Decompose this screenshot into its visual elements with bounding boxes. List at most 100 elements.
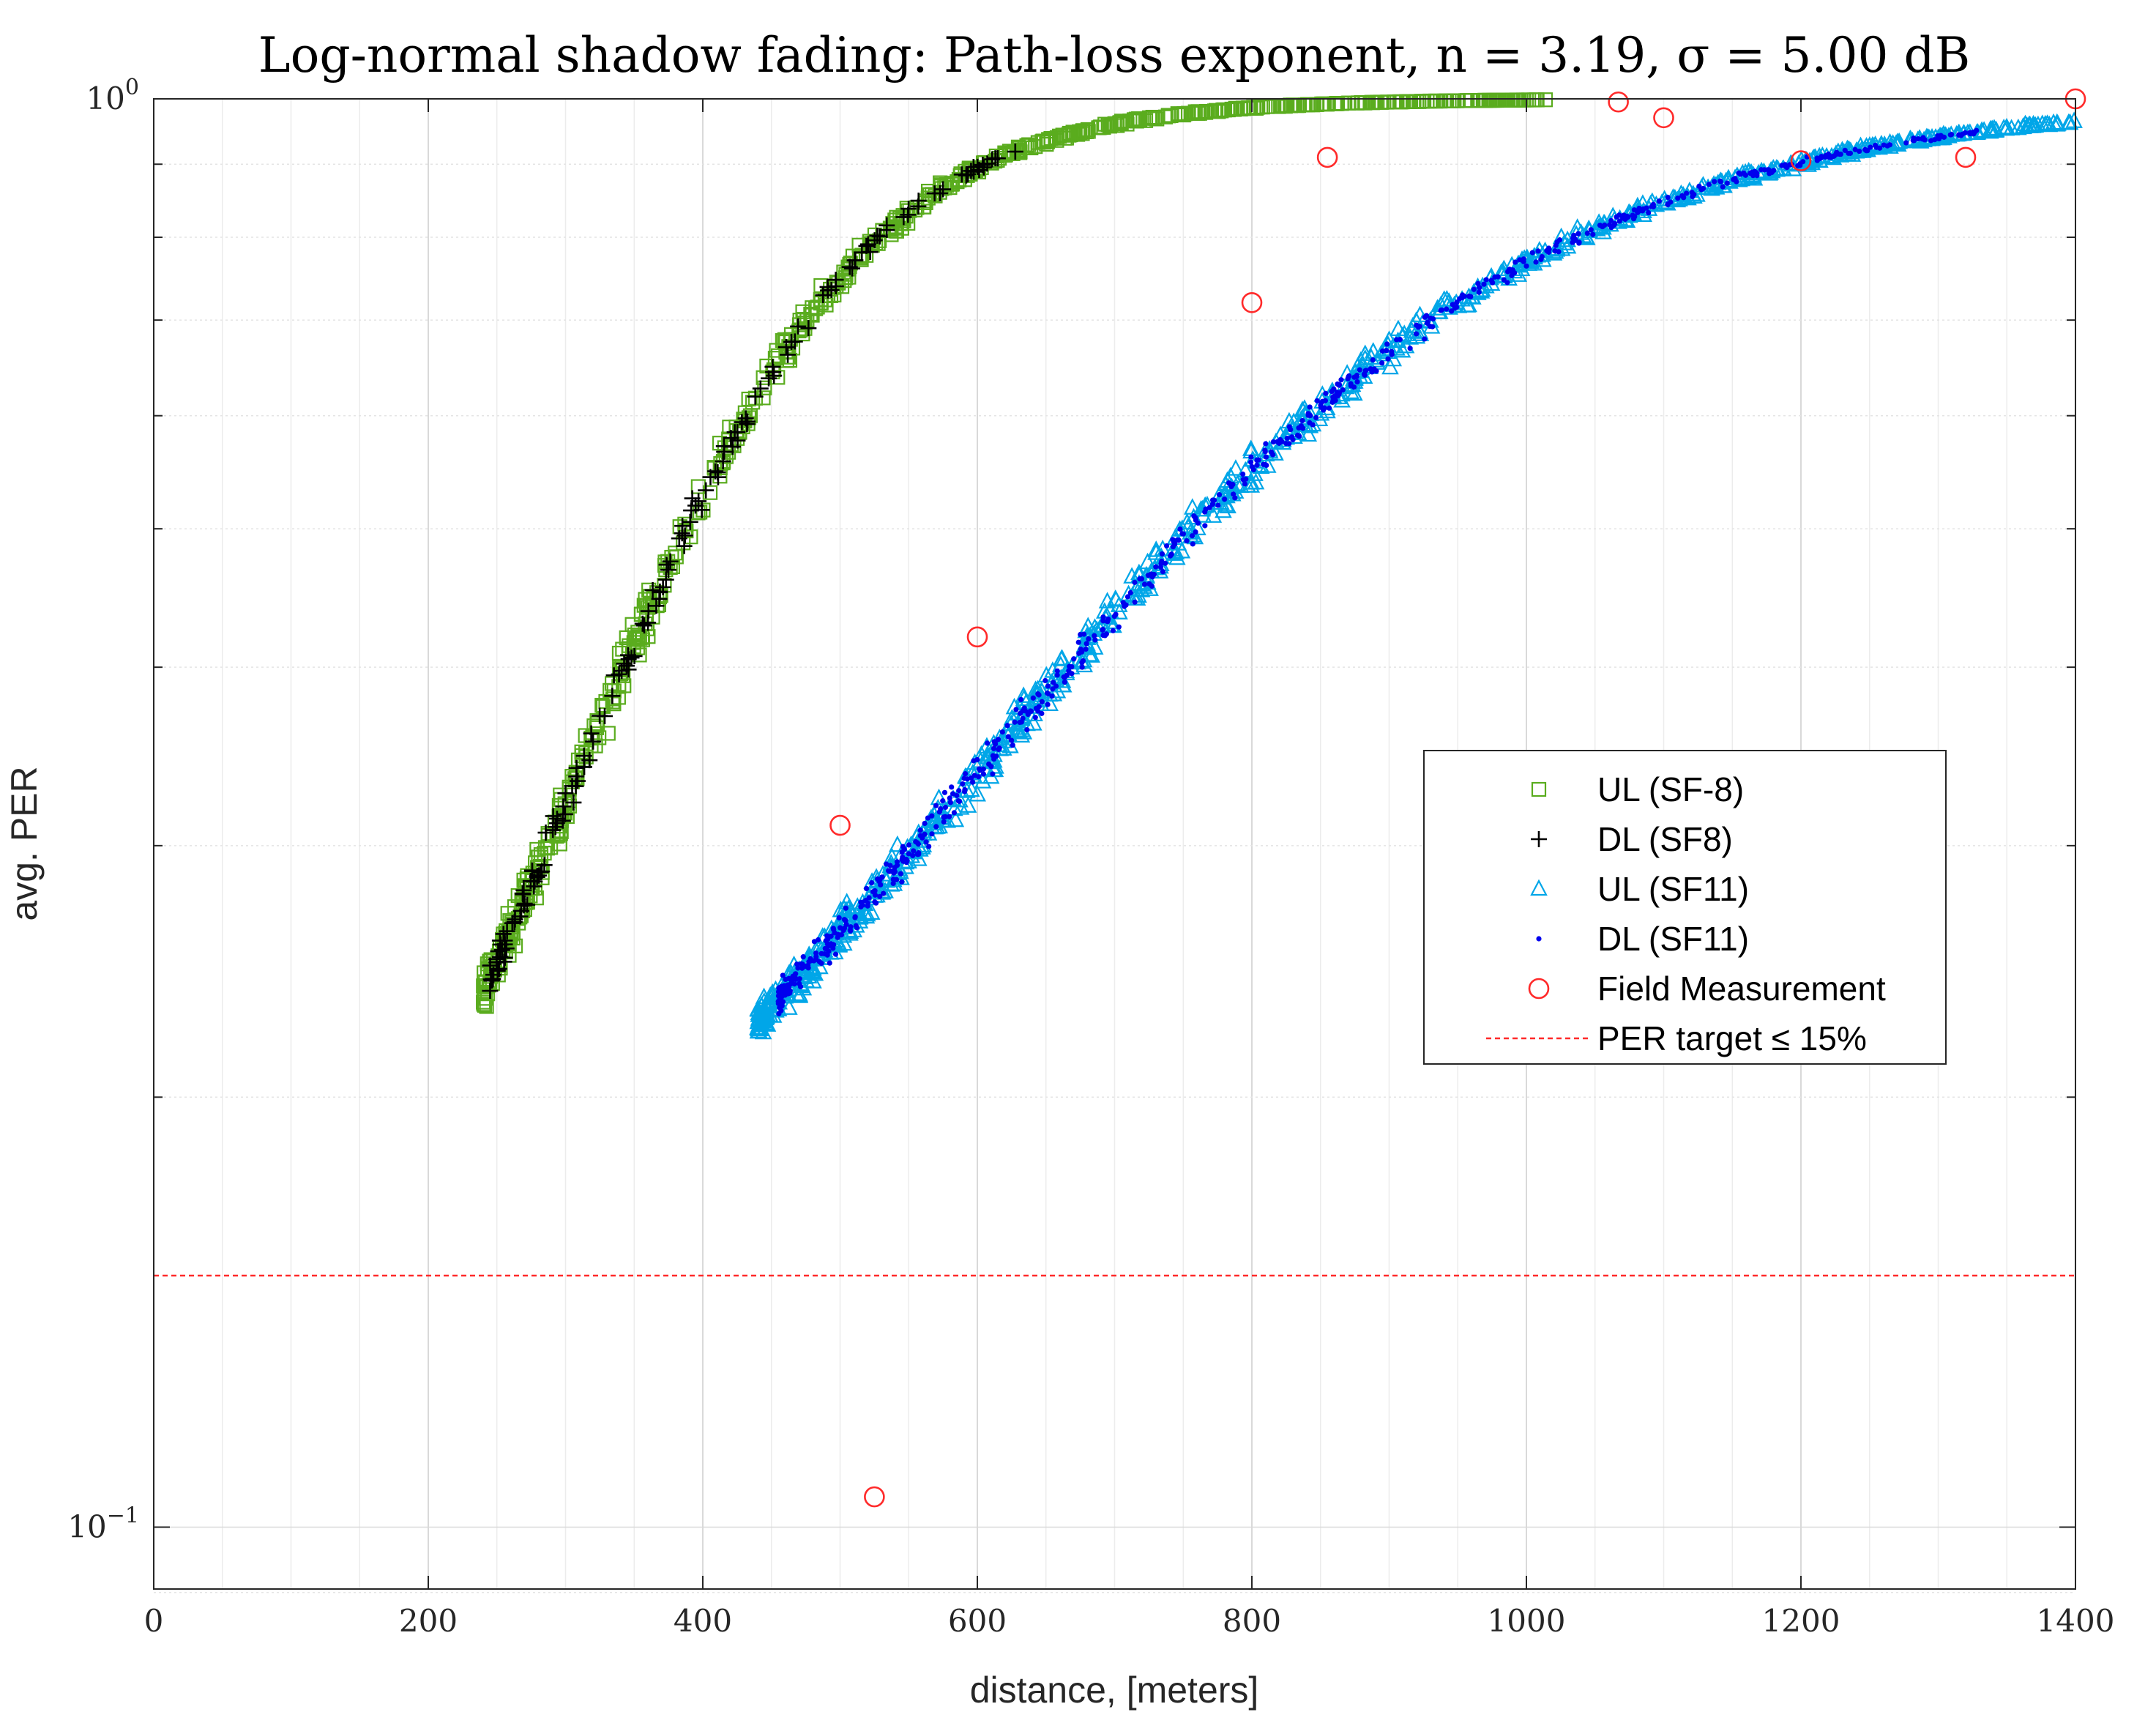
data-point — [890, 880, 896, 887]
data-point — [1075, 639, 1081, 645]
data-point — [1318, 400, 1324, 406]
data-point — [586, 718, 602, 734]
data-point — [798, 961, 805, 967]
data-point — [1384, 348, 1390, 354]
legend-label: UL (SF11) — [1597, 870, 1749, 908]
data-point — [800, 320, 817, 337]
data-point — [1176, 537, 1182, 543]
data-point — [843, 905, 848, 911]
data-point — [900, 201, 917, 217]
data-point — [513, 902, 530, 919]
data-point — [1588, 227, 1594, 233]
data-point — [1051, 680, 1056, 685]
data-point — [1124, 594, 1131, 600]
data-point — [1842, 147, 1848, 153]
data-point — [1286, 441, 1292, 447]
data-point — [1132, 599, 1138, 605]
data-point — [1922, 137, 1928, 143]
data-point — [756, 390, 771, 406]
data-point — [1092, 637, 1098, 643]
field-measurement-point — [1316, 146, 1338, 168]
data-point — [1683, 190, 1690, 196]
data-point — [2038, 114, 2056, 131]
data-point — [1123, 567, 1141, 584]
legend-box — [1423, 750, 1947, 1065]
data-point — [1706, 182, 1712, 187]
data-point — [941, 814, 947, 820]
data-point — [1430, 324, 1436, 330]
data-point — [1079, 664, 1085, 670]
data-point — [1997, 119, 2015, 136]
data-point — [786, 975, 792, 981]
data-point — [1104, 618, 1110, 624]
data-point — [779, 983, 785, 989]
field-measurement-point — [864, 1486, 885, 1508]
data-point — [1316, 96, 1332, 111]
data-point — [980, 771, 987, 777]
data-point — [869, 879, 875, 886]
data-point — [1164, 543, 1170, 549]
data-point — [823, 938, 829, 944]
data-point — [1546, 245, 1552, 251]
data-point — [1966, 130, 1972, 135]
data-point — [564, 778, 581, 795]
data-point — [818, 297, 834, 313]
data-point — [1477, 92, 1493, 108]
data-point — [674, 518, 691, 535]
data-point — [684, 490, 701, 507]
data-point — [1249, 464, 1255, 470]
data-point — [1439, 307, 1444, 313]
data-point — [1100, 614, 1106, 620]
data-points — [476, 88, 2086, 1508]
data-point — [975, 774, 982, 780]
data-point — [1078, 647, 1083, 652]
data-point — [1936, 135, 1942, 142]
data-point — [1928, 138, 1934, 144]
data-point — [929, 831, 935, 837]
data-point — [698, 482, 715, 499]
data-point — [1552, 227, 1570, 245]
data-point — [1290, 436, 1296, 443]
series-plus — [482, 144, 1023, 1000]
data-point — [1127, 589, 1133, 595]
x-tick-label: 0 — [144, 1603, 164, 1639]
data-point — [1650, 201, 1656, 207]
data-point — [1675, 195, 1681, 201]
data-point — [749, 1012, 767, 1030]
data-point — [1219, 496, 1236, 514]
data-point — [933, 803, 939, 808]
data-point — [841, 258, 858, 275]
data-point — [1015, 686, 1032, 703]
data-point — [949, 784, 955, 790]
data-point — [890, 877, 896, 882]
data-point — [1079, 660, 1085, 666]
data-point — [841, 926, 848, 931]
data-point — [1307, 420, 1313, 426]
data-point — [914, 840, 920, 846]
field-measurement-point — [829, 814, 851, 836]
data-point — [1556, 237, 1563, 243]
data-point — [1335, 393, 1340, 399]
data-point — [1206, 505, 1212, 510]
data-point — [837, 932, 843, 938]
data-point — [1071, 656, 1077, 662]
data-point — [780, 999, 786, 1005]
field-measurement-point — [1241, 291, 1263, 313]
data-point — [1533, 259, 1539, 265]
data-point — [1635, 209, 1641, 215]
data-point — [892, 869, 898, 875]
data-point — [1620, 215, 1626, 221]
data-point — [668, 546, 683, 561]
data-point — [1111, 614, 1117, 619]
data-point — [707, 463, 724, 480]
data-point — [1903, 140, 1909, 146]
data-point — [1193, 515, 1198, 521]
data-point — [574, 744, 589, 759]
data-point — [1401, 328, 1420, 345]
data-point — [1607, 222, 1613, 228]
data-point — [1039, 710, 1045, 716]
data-point — [963, 771, 969, 777]
y-tick-label: 10−1 — [67, 1503, 139, 1544]
data-point — [1190, 541, 1196, 547]
data-point — [1575, 231, 1581, 237]
